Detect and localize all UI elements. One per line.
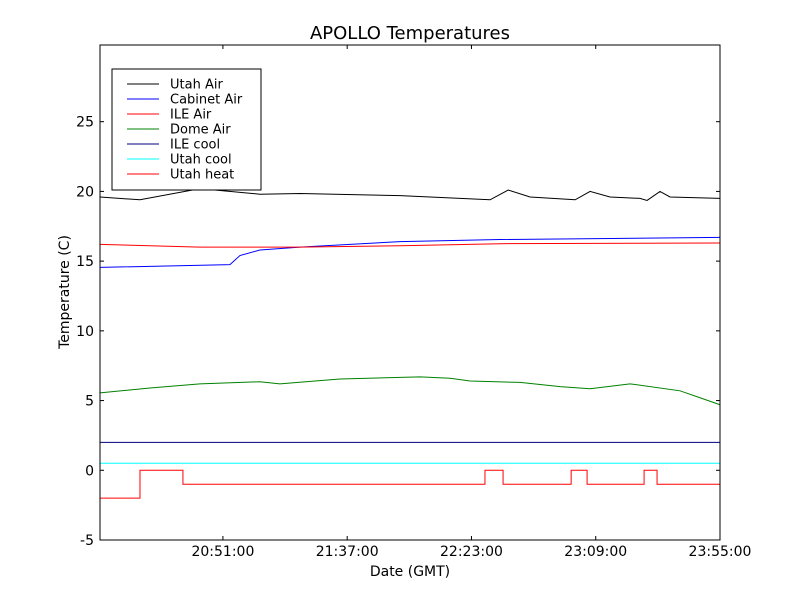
x-tick-label: 23:55:00	[689, 544, 752, 560]
x-axis-label: Date (GMT)	[370, 564, 450, 580]
y-tick-label: 15	[76, 254, 94, 270]
ticks: 20:51:00 21:37:00 22:23:00 23:09:00 23:55:00…	[76, 45, 751, 560]
x-tick-label: 21:37:00	[316, 544, 379, 560]
series-line-utah-heat	[100, 469, 720, 499]
legend-label: Cabinet Air	[170, 93, 243, 108]
plot-lines	[99, 188, 721, 499]
series-line-cabinet-air	[99, 236, 721, 268]
y-tick-label: 10	[76, 324, 94, 340]
chart-title: APOLLO Temperatures	[310, 23, 510, 44]
legend-label: Utah Air	[170, 78, 223, 93]
legend-label: Utah cool	[170, 153, 232, 168]
y-tick-label: 20	[76, 184, 94, 200]
legend-label: ILE Air	[170, 108, 212, 123]
axes-frame	[99, 44, 721, 541]
y-tick-label: 25	[76, 115, 94, 131]
series-line-dome-air	[99, 376, 721, 406]
y-tick-label: 5	[85, 394, 94, 410]
y-axis-label: Temperature (C)	[57, 235, 73, 350]
legend-label: Dome Air	[170, 123, 231, 138]
y-tick-label: -5	[80, 533, 94, 549]
x-tick-label: 22:23:00	[440, 544, 503, 560]
series-line-utah-air	[99, 188, 721, 202]
series-line-ile-air	[99, 242, 721, 248]
x-tick-label: 23:09:00	[564, 544, 627, 560]
y-tick-label: 0	[85, 463, 94, 479]
x-tick-label: 20:51:00	[191, 544, 254, 560]
legend-label: ILE cool	[170, 138, 220, 153]
legend-label: Utah heat	[170, 168, 234, 183]
